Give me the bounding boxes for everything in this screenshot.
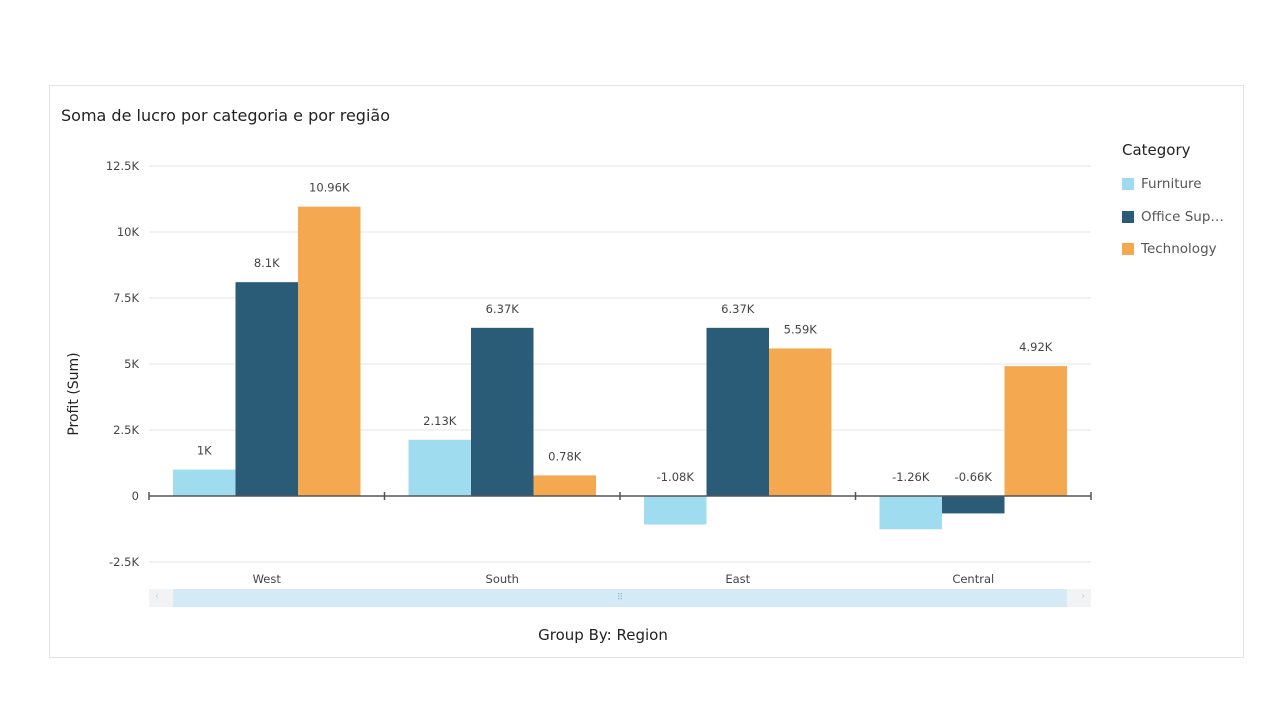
y-tick-label: 12.5K	[106, 159, 140, 173]
bar	[408, 439, 471, 496]
legend-item-office-supplies[interactable]: Office Sup…	[1122, 208, 1224, 226]
data-label: 0.78K	[548, 449, 582, 463]
data-label: 4.92K	[1019, 340, 1053, 354]
bar	[471, 327, 534, 496]
y-tick-label: 0	[132, 489, 139, 503]
data-label: 10.96K	[309, 181, 350, 195]
y-tick-label: 5K	[124, 357, 139, 371]
legend-title: Category	[1122, 141, 1191, 159]
legend: Category Furniture Office Sup… Technolog…	[1122, 141, 1224, 273]
chart-title: Soma de lucro por categoria e por região	[61, 106, 390, 125]
bar-chart-plot: -2.5K 0 2.5K 5K 7.5K 10K 12.5K 1K 8.1K 10.96K 2.1…	[106, 159, 1092, 586]
bar	[173, 469, 236, 496]
legend-swatch	[1122, 178, 1134, 190]
data-label: 1K	[197, 444, 212, 458]
bar	[706, 327, 769, 496]
horizontal-scrollbar[interactable]: ‹ ⠿ ›	[149, 589, 1091, 607]
legend-label: Technology	[1141, 241, 1217, 257]
legend-swatch	[1122, 243, 1134, 255]
legend-label: Office Sup…	[1141, 208, 1224, 225]
scroll-left-icon[interactable]: ‹	[155, 591, 159, 602]
bar	[769, 348, 832, 496]
bar	[298, 206, 361, 496]
data-label: -1.08K	[657, 470, 695, 484]
grip-dots-icon: ⠿	[616, 593, 624, 603]
legend-item-furniture[interactable]: Furniture	[1122, 175, 1224, 193]
data-label: 8.1K	[254, 256, 280, 270]
chart-card: Soma de lucro por categoria e por região…	[49, 85, 1244, 658]
x-axis-ticks: West South East Central	[253, 572, 995, 586]
data-label: 5.59K	[784, 322, 818, 336]
data-label: 6.37K	[721, 302, 755, 316]
y-tick-label: 10K	[117, 225, 140, 239]
bar	[235, 282, 298, 496]
data-label: 6.37K	[486, 302, 520, 316]
data-label: -0.66K	[955, 470, 993, 484]
y-axis-ticks: -2.5K 0 2.5K 5K 7.5K 10K 12.5K	[106, 159, 140, 569]
x-tick-label: Central	[952, 572, 994, 586]
y-tick-label: 2.5K	[113, 423, 139, 437]
bar	[1004, 366, 1067, 496]
x-tick-label: West	[253, 572, 282, 586]
y-tick-label: -2.5K	[109, 555, 139, 569]
bars	[173, 206, 1067, 530]
legend-item-technology[interactable]: Technology	[1122, 240, 1224, 258]
legend-swatch	[1122, 210, 1134, 223]
data-label: -1.26K	[892, 470, 930, 484]
x-tick-label: East	[725, 572, 750, 586]
scroll-right-icon[interactable]: ›	[1081, 591, 1085, 602]
scrollbar-thumb[interactable]: ⠿	[173, 589, 1067, 607]
legend-label: Furniture	[1141, 176, 1202, 192]
data-label: 2.13K	[423, 414, 457, 428]
x-axis-title: Group By: Region	[538, 626, 668, 644]
zero-axis	[148, 492, 1092, 500]
bar	[533, 475, 596, 496]
bar	[942, 496, 1005, 514]
bar	[644, 496, 707, 525]
bar	[879, 496, 942, 530]
y-tick-label: 7.5K	[113, 291, 139, 305]
x-tick-label: South	[486, 572, 519, 586]
data-labels: 1K 8.1K 10.96K 2.13K 6.37K 0.78K -1.08K 6.37K 5.…	[197, 181, 1053, 484]
